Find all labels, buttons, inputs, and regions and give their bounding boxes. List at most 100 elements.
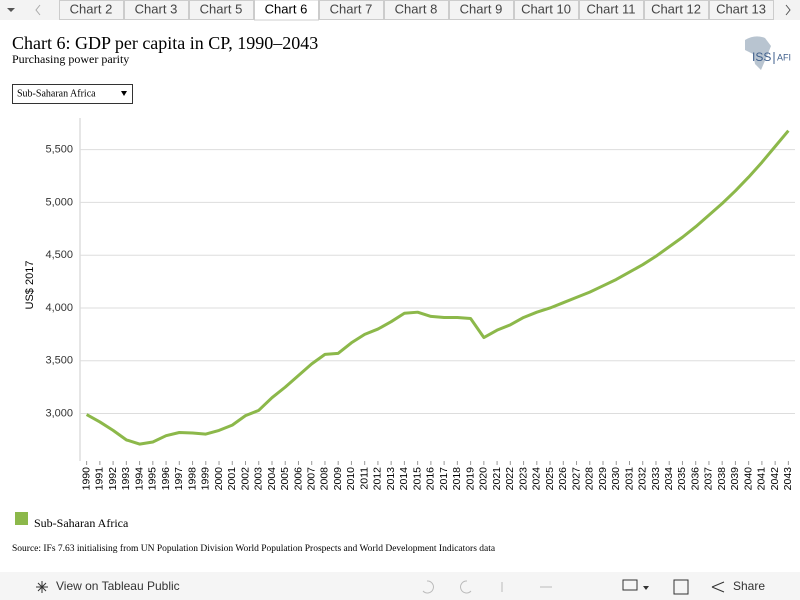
x-tick-label: 2012 bbox=[372, 467, 384, 491]
share-icon[interactable] bbox=[711, 581, 725, 593]
x-tick-label: 2034 bbox=[663, 467, 675, 491]
x-tick-label: 1992 bbox=[107, 467, 119, 491]
x-tick-label: 1994 bbox=[133, 467, 145, 491]
tab-label[interactable]: Chart 11 bbox=[587, 1, 636, 16]
x-tick-label: 2021 bbox=[491, 467, 503, 491]
x-tick-label: 2040 bbox=[742, 467, 754, 491]
x-tick-label: 1990 bbox=[80, 467, 92, 491]
x-tick-label: 2027 bbox=[570, 467, 582, 491]
x-tick-label: 2000 bbox=[213, 467, 225, 491]
dropdown-arrow[interactable] bbox=[121, 91, 127, 96]
view-link[interactable]: View on Tableau Public bbox=[56, 579, 180, 593]
tab[interactable] bbox=[189, 0, 254, 20]
x-tick-label: 2025 bbox=[544, 467, 556, 491]
y-axis-label: US$ 2017 bbox=[24, 261, 36, 310]
tab[interactable] bbox=[644, 0, 709, 20]
x-tick-label: 2003 bbox=[253, 467, 265, 491]
tab-prev[interactable] bbox=[35, 4, 41, 16]
x-tick-label: 2019 bbox=[464, 467, 476, 491]
tab-menu[interactable] bbox=[7, 8, 15, 12]
x-tick-label: 2042 bbox=[769, 467, 781, 491]
y-tick-label: 5,000 bbox=[45, 196, 73, 208]
x-tick-label: 2004 bbox=[266, 467, 278, 491]
y-tick-label: 3,000 bbox=[45, 407, 73, 419]
tab[interactable] bbox=[124, 0, 189, 20]
x-tick-label: 1999 bbox=[200, 467, 212, 491]
tab[interactable] bbox=[59, 0, 124, 20]
x-tick-label: 2007 bbox=[305, 467, 317, 491]
x-tick-label: 2017 bbox=[438, 467, 450, 491]
x-tick-label: 1995 bbox=[147, 467, 159, 491]
x-tick-label: 2011 bbox=[358, 467, 370, 490]
x-tick-label: 1997 bbox=[173, 467, 185, 491]
x-tick-label: 2023 bbox=[517, 467, 529, 491]
x-tick-label: 2024 bbox=[531, 467, 543, 491]
tab-label[interactable]: Chart 8 bbox=[395, 1, 438, 16]
x-tick-label: 1996 bbox=[160, 467, 172, 491]
x-tick-label: 2006 bbox=[292, 467, 304, 491]
y-tick-label: 4,500 bbox=[45, 249, 73, 261]
y-tick-label: 5,500 bbox=[45, 144, 73, 156]
x-tick-label: 1991 bbox=[94, 467, 106, 491]
x-tick-label: 2008 bbox=[319, 467, 331, 491]
x-tick-label: 1998 bbox=[186, 467, 198, 491]
tab-label[interactable]: Chart 12 bbox=[651, 1, 701, 16]
line bbox=[85, 129, 790, 446]
x-tick-label: 2020 bbox=[478, 467, 490, 491]
tab[interactable] bbox=[384, 0, 449, 20]
tab-label[interactable]: Chart 6 bbox=[265, 1, 308, 16]
x-tick-label: 2032 bbox=[637, 467, 649, 491]
x-tick-label: 2014 bbox=[398, 467, 410, 491]
x-tick-label: 2022 bbox=[504, 467, 516, 491]
download-icon[interactable] bbox=[622, 579, 638, 591]
x-tick-label: 2036 bbox=[689, 467, 701, 491]
tab-label[interactable]: Chart 7 bbox=[330, 1, 373, 16]
tab[interactable] bbox=[254, 0, 319, 21]
x-tick-label: 2035 bbox=[676, 467, 688, 491]
tab-label[interactable]: Chart 5 bbox=[200, 1, 243, 16]
x-tick-label: 2031 bbox=[623, 467, 635, 491]
x-tick-label: 2009 bbox=[332, 467, 344, 491]
tab[interactable] bbox=[319, 0, 384, 20]
download-arrow[interactable] bbox=[643, 586, 649, 590]
x-tick-label: 2001 bbox=[226, 467, 238, 491]
tab-label[interactable]: Chart 2 bbox=[70, 1, 113, 16]
tab[interactable] bbox=[449, 0, 514, 20]
x-tick-label: 2010 bbox=[345, 467, 357, 491]
toolbar bbox=[0, 572, 800, 600]
logo-text: AFI bbox=[777, 52, 791, 62]
source: Source: IFs 7.63 initialising from UN Po… bbox=[12, 543, 496, 554]
logo-text: ISS bbox=[752, 50, 771, 64]
x-tick-label: 2015 bbox=[411, 467, 423, 491]
x-tick-label: 2005 bbox=[279, 467, 291, 491]
legend-label: Sub-Saharan Africa bbox=[34, 516, 129, 530]
x-tick-label: 2041 bbox=[756, 467, 768, 491]
tableau-icon[interactable] bbox=[36, 581, 48, 593]
x-tick-label: 2028 bbox=[584, 467, 596, 491]
legend-swatch bbox=[15, 512, 28, 525]
chart-title: Chart 6: GDP per capita in CP, 1990–2043 bbox=[12, 33, 318, 53]
chart-subtitle: Purchasing power parity bbox=[12, 52, 129, 66]
tab-label[interactable]: Chart 13 bbox=[716, 1, 766, 16]
tab[interactable] bbox=[709, 0, 774, 20]
x-tick-label: 2039 bbox=[729, 467, 741, 491]
tab[interactable] bbox=[514, 0, 579, 20]
x-tick-label: 2037 bbox=[703, 467, 715, 491]
x-tick-label: 2029 bbox=[597, 467, 609, 491]
y-tick-label: 4,000 bbox=[45, 302, 73, 314]
dropdown[interactable] bbox=[12, 84, 133, 104]
tab-label[interactable]: Chart 10 bbox=[521, 1, 571, 16]
tab-next[interactable] bbox=[785, 4, 791, 16]
tab[interactable] bbox=[579, 0, 644, 20]
share-button[interactable]: Share bbox=[733, 579, 765, 593]
toolbar-icons[interactable] bbox=[422, 580, 552, 594]
fullscreen-icon[interactable] bbox=[673, 579, 689, 595]
x-tick-label: 2043 bbox=[782, 467, 794, 491]
tab-label[interactable]: Chart 9 bbox=[460, 1, 503, 16]
tab-label[interactable]: Chart 3 bbox=[135, 1, 178, 16]
x-tick-label: 2002 bbox=[239, 467, 251, 491]
dropdown-value[interactable]: Sub-Saharan Africa bbox=[17, 88, 96, 99]
x-tick-label: 2016 bbox=[425, 467, 437, 491]
y-tick-label: 3,500 bbox=[45, 355, 73, 367]
